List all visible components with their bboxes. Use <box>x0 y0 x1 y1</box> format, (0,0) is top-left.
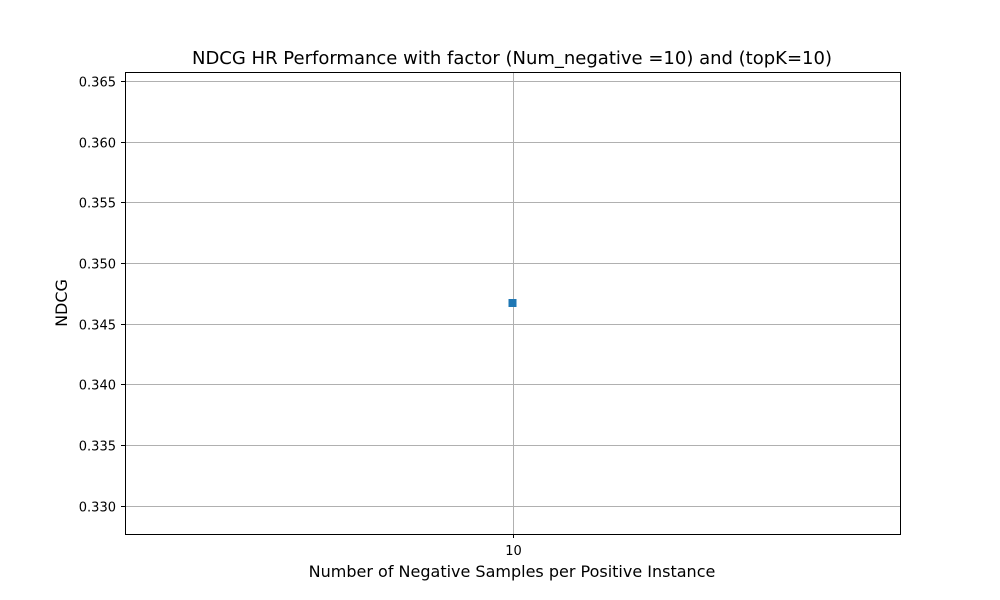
y-tick-label: 0.355 <box>79 197 116 212</box>
y-tick-label: 0.360 <box>79 137 116 152</box>
chart-title: NDCG HR Performance with factor (Num_neg… <box>192 48 832 69</box>
ticks-layer: 0.330 0.335 0.340 0.345 0.350 0.355 0.360 0.365… <box>79 76 522 560</box>
y-tick-label: 0.365 <box>79 76 116 91</box>
y-tick-label: 0.340 <box>79 379 116 394</box>
x-tick-label: 10 <box>505 544 522 559</box>
y-tick-label: 0.345 <box>79 319 116 334</box>
y-tick-label: 0.335 <box>79 440 116 455</box>
y-tick-label: 0.330 <box>79 501 116 516</box>
y-tick-label: 0.350 <box>79 258 116 273</box>
data-point <box>508 299 517 307</box>
plot-frame <box>125 72 901 535</box>
marks-layer <box>508 299 517 307</box>
x-axis-label: Number of Negative Samples per Positive … <box>309 562 716 581</box>
y-axis-label: NDCG <box>52 279 71 327</box>
